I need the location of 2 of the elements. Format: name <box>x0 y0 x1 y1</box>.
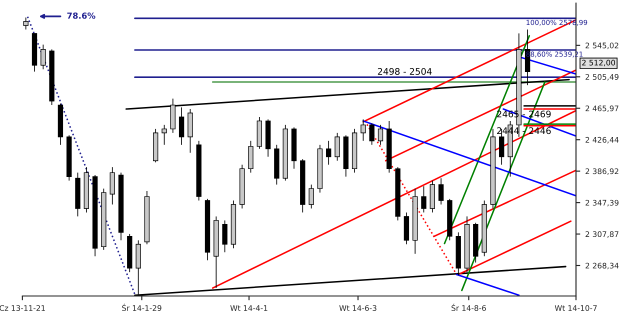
annotation: 2498 - 2504 <box>378 68 432 75</box>
annotation: 78.6% <box>67 12 96 19</box>
